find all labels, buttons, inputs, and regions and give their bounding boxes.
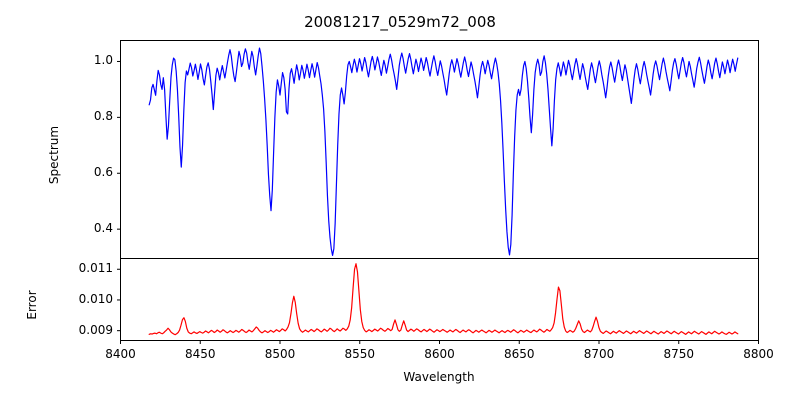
x-tick-label: 8750 (663, 346, 695, 361)
x-tick-label: 8700 (583, 346, 615, 361)
error-axes-frame (120, 258, 759, 341)
x-axis-label: Wavelength (403, 370, 475, 384)
error-panel (117, 258, 759, 344)
x-tick-label: 8500 (264, 346, 296, 361)
error-tick-marks (117, 268, 759, 344)
x-tick-label: 8450 (184, 346, 216, 361)
x-tick-label: 8650 (503, 346, 535, 361)
x-tick-label: 8600 (424, 346, 455, 361)
error-data-line (148, 263, 739, 336)
x-tick-label: 8400 (105, 346, 136, 361)
x-tick-label: 8800 (743, 346, 774, 361)
spectrum-panel (117, 40, 759, 262)
error-y-tick-label: 0.009 (78, 322, 113, 337)
error-y-axis-label: Error (25, 290, 39, 320)
spectrum-axes-frame (120, 40, 759, 259)
spectrum-y-tick-label: 0.8 (93, 109, 113, 124)
spectrum-y-tick-label: 0.4 (93, 221, 113, 236)
spectrum-y-tick-label: 0.6 (93, 165, 113, 180)
error-y-tick-label: 0.011 (78, 261, 113, 276)
spectrum-y-tick-label: 1.0 (93, 53, 113, 68)
spectrum-data-line (148, 47, 739, 257)
figure-title: 20081217_0529m72_008 (304, 13, 496, 31)
error-y-tick-label: 0.010 (78, 291, 113, 306)
x-tick-label: 8550 (344, 346, 376, 361)
